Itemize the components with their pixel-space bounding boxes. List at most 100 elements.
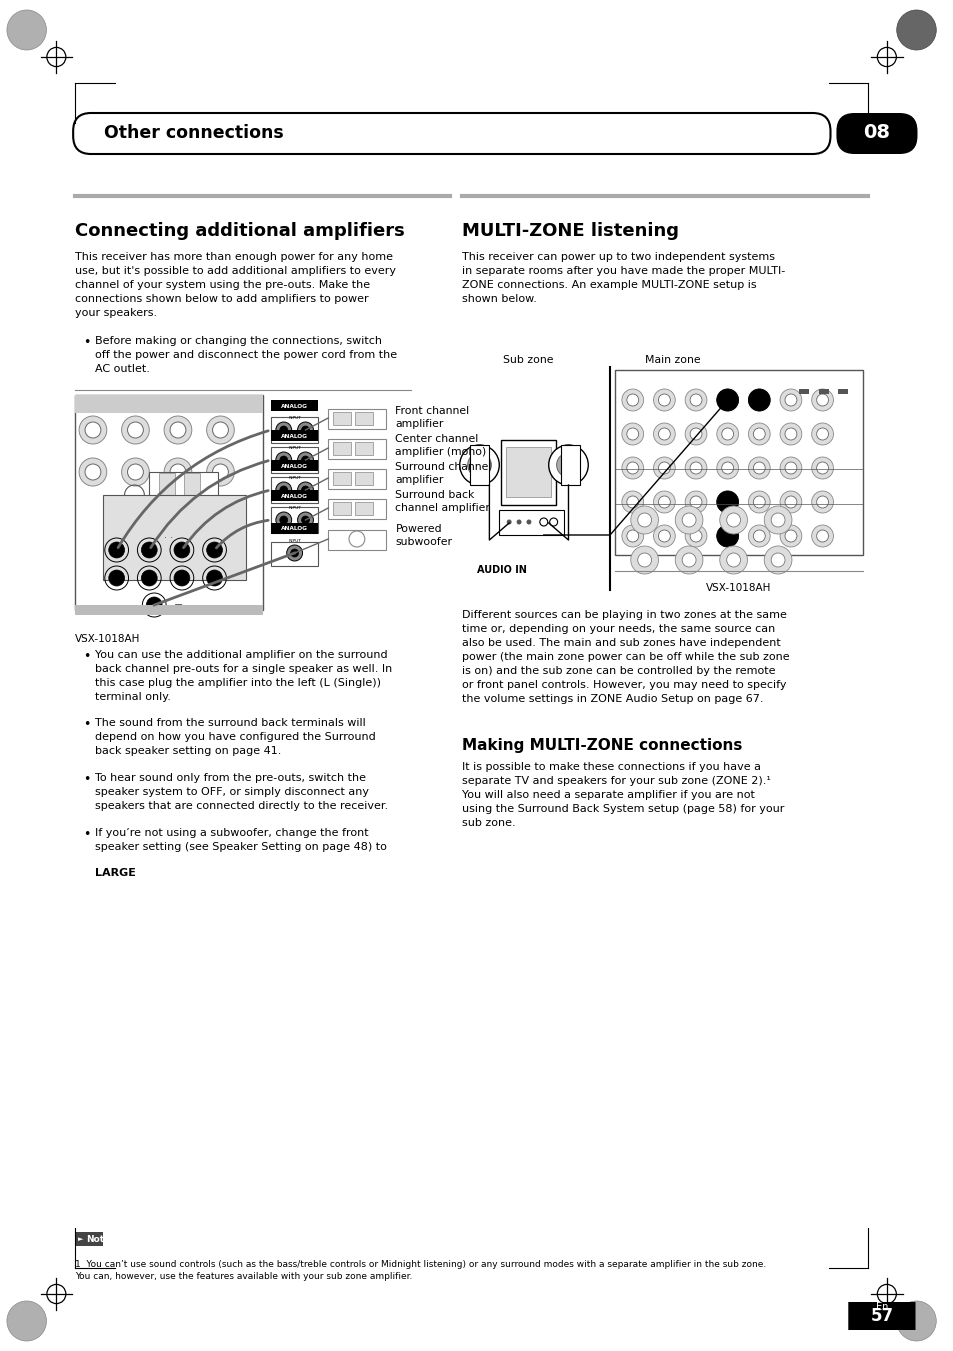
Text: Note: Note — [86, 1235, 111, 1243]
Circle shape — [716, 526, 738, 547]
Circle shape — [637, 513, 651, 527]
Circle shape — [621, 389, 643, 411]
Circle shape — [689, 530, 701, 542]
Bar — [333, 412, 351, 426]
Circle shape — [279, 516, 288, 524]
Circle shape — [684, 389, 706, 411]
Text: Sub zone: Sub zone — [503, 355, 553, 365]
Circle shape — [658, 462, 670, 474]
FancyBboxPatch shape — [73, 113, 830, 154]
Circle shape — [811, 389, 833, 411]
Bar — [328, 530, 385, 550]
Circle shape — [653, 389, 675, 411]
Circle shape — [716, 526, 738, 547]
Bar — [75, 1232, 103, 1246]
Circle shape — [753, 462, 764, 474]
Circle shape — [721, 530, 733, 542]
Circle shape — [653, 423, 675, 444]
Circle shape — [79, 458, 107, 486]
FancyBboxPatch shape — [847, 1302, 915, 1329]
Text: Surround back
channel amplifier: Surround back channel amplifier — [395, 490, 490, 513]
Text: The sound from the surround back terminals will
depend on how you have configure: The sound from the surround back termina… — [94, 717, 375, 757]
Circle shape — [816, 496, 827, 508]
Bar — [271, 447, 318, 473]
Circle shape — [626, 530, 638, 542]
Circle shape — [474, 459, 484, 470]
Circle shape — [780, 423, 801, 444]
Text: ANALOG: ANALOG — [281, 463, 308, 469]
Text: Before making or changing the connections, switch
off the power and disconnect t: Before making or changing the connection… — [94, 336, 396, 374]
FancyBboxPatch shape — [836, 113, 917, 154]
Circle shape — [784, 496, 796, 508]
Circle shape — [816, 462, 827, 474]
Circle shape — [721, 462, 733, 474]
Circle shape — [7, 9, 47, 50]
Circle shape — [716, 490, 738, 513]
Circle shape — [526, 520, 531, 524]
Circle shape — [141, 570, 157, 586]
Circle shape — [275, 482, 292, 499]
Bar — [271, 400, 318, 411]
Circle shape — [621, 423, 643, 444]
Circle shape — [763, 546, 791, 574]
Circle shape — [681, 553, 696, 567]
Circle shape — [170, 463, 186, 480]
Circle shape — [630, 546, 658, 574]
Circle shape — [621, 490, 643, 513]
Bar — [328, 439, 385, 459]
Circle shape — [109, 542, 125, 558]
Bar — [355, 471, 373, 485]
Circle shape — [297, 482, 314, 499]
Circle shape — [753, 496, 764, 508]
Text: . .: . . — [164, 530, 173, 540]
Circle shape — [301, 426, 309, 434]
Circle shape — [121, 416, 149, 444]
Bar — [333, 442, 351, 455]
Text: Main zone: Main zone — [644, 355, 700, 365]
Circle shape — [684, 457, 706, 480]
Circle shape — [748, 423, 769, 444]
Circle shape — [716, 490, 738, 513]
Bar — [271, 523, 318, 534]
Text: It is possible to make these connections if you have a
separate TV and speakers : It is possible to make these connections… — [461, 762, 783, 828]
Circle shape — [213, 422, 228, 438]
Circle shape — [128, 463, 143, 480]
Circle shape — [128, 422, 143, 438]
Circle shape — [675, 546, 702, 574]
Circle shape — [684, 490, 706, 513]
Circle shape — [780, 389, 801, 411]
Circle shape — [626, 496, 638, 508]
Circle shape — [563, 459, 573, 470]
Text: •: • — [83, 828, 91, 842]
Circle shape — [626, 462, 638, 474]
Circle shape — [681, 513, 696, 527]
Bar — [469, 444, 489, 485]
Circle shape — [684, 526, 706, 547]
Bar — [75, 394, 263, 611]
Circle shape — [506, 520, 511, 524]
Circle shape — [653, 457, 675, 480]
Circle shape — [301, 486, 309, 494]
Text: Powered
subwoofer: Powered subwoofer — [395, 524, 452, 547]
Circle shape — [301, 516, 309, 524]
Bar — [271, 430, 318, 440]
Circle shape — [684, 423, 706, 444]
Circle shape — [721, 394, 733, 407]
Circle shape — [653, 526, 675, 547]
Bar — [615, 370, 862, 555]
Circle shape — [689, 428, 701, 440]
Circle shape — [811, 490, 833, 513]
Circle shape — [716, 457, 738, 480]
Bar — [103, 494, 246, 580]
Circle shape — [896, 9, 935, 50]
Bar — [149, 471, 218, 509]
Bar — [333, 471, 351, 485]
Circle shape — [279, 486, 288, 494]
Text: LARGE: LARGE — [94, 867, 135, 878]
Circle shape — [716, 389, 738, 411]
Circle shape — [626, 428, 638, 440]
Bar — [271, 542, 318, 566]
Text: Connecting additional amplifiers: Connecting additional amplifiers — [75, 222, 404, 240]
Text: You can use the additional amplifier on the surround
back channel pre-outs for a: You can use the additional amplifier on … — [94, 650, 392, 703]
Bar — [271, 459, 318, 471]
